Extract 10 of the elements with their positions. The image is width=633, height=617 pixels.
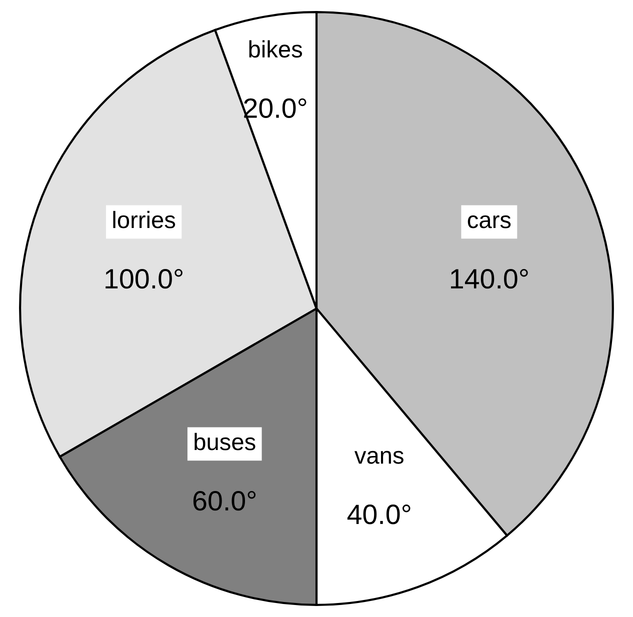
slice-label: bikes (249, 40, 302, 58)
data-label: 60.0° (193, 491, 256, 511)
slice-label: buses (194, 432, 256, 450)
data-label: 20.0° (244, 98, 306, 118)
slice-label: lorries (113, 210, 176, 228)
data-label: 40.0° (347, 504, 410, 524)
slice-label: vans (354, 450, 404, 464)
slice-label: cars (468, 215, 511, 228)
data-label: 140.0° (451, 269, 528, 289)
data-label: 100.0° (106, 269, 182, 289)
